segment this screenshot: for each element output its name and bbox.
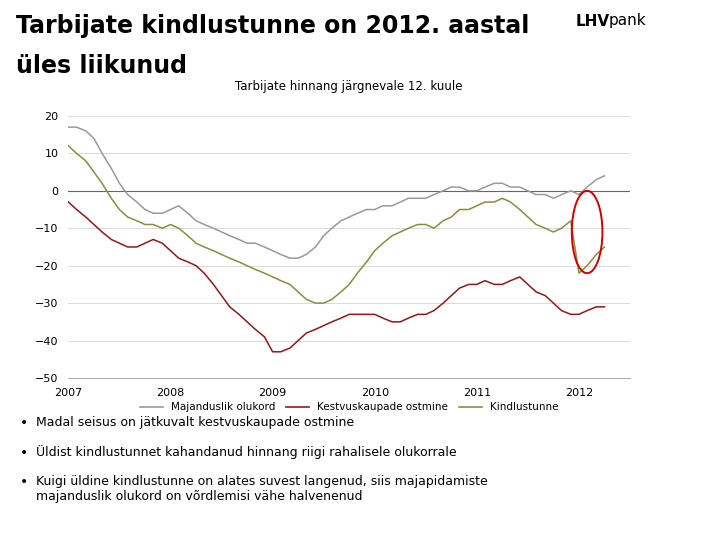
Text: •: • (20, 446, 28, 460)
Text: LHV: LHV (576, 14, 610, 29)
Text: Üldist kindlustunnet kahandanud hinnang riigi rahalisele olukorrale: Üldist kindlustunnet kahandanud hinnang … (36, 446, 456, 460)
Text: pank: pank (608, 14, 646, 29)
Text: Madal seisus on jätkuvalt kestvuskaupade ostmine: Madal seisus on jätkuvalt kestvuskaupade… (36, 416, 354, 429)
Text: •: • (20, 416, 28, 430)
Legend: Majanduslik olukord, Kestvuskaupade ostmine, Kindlustunne: Majanduslik olukord, Kestvuskaupade ostm… (136, 398, 562, 416)
Text: Tarbijate kindlustunne on 2012. aastal: Tarbijate kindlustunne on 2012. aastal (16, 14, 529, 37)
Title: Tarbijate hinnang järgnevale 12. kuule: Tarbijate hinnang järgnevale 12. kuule (235, 80, 463, 93)
Text: •: • (20, 475, 28, 489)
Text: Kuigi üldine kindlustunne on alates suvest langenud, siis majapidamiste
majandus: Kuigi üldine kindlustunne on alates suve… (36, 475, 487, 503)
Text: üles liikunud: üles liikunud (16, 54, 187, 78)
